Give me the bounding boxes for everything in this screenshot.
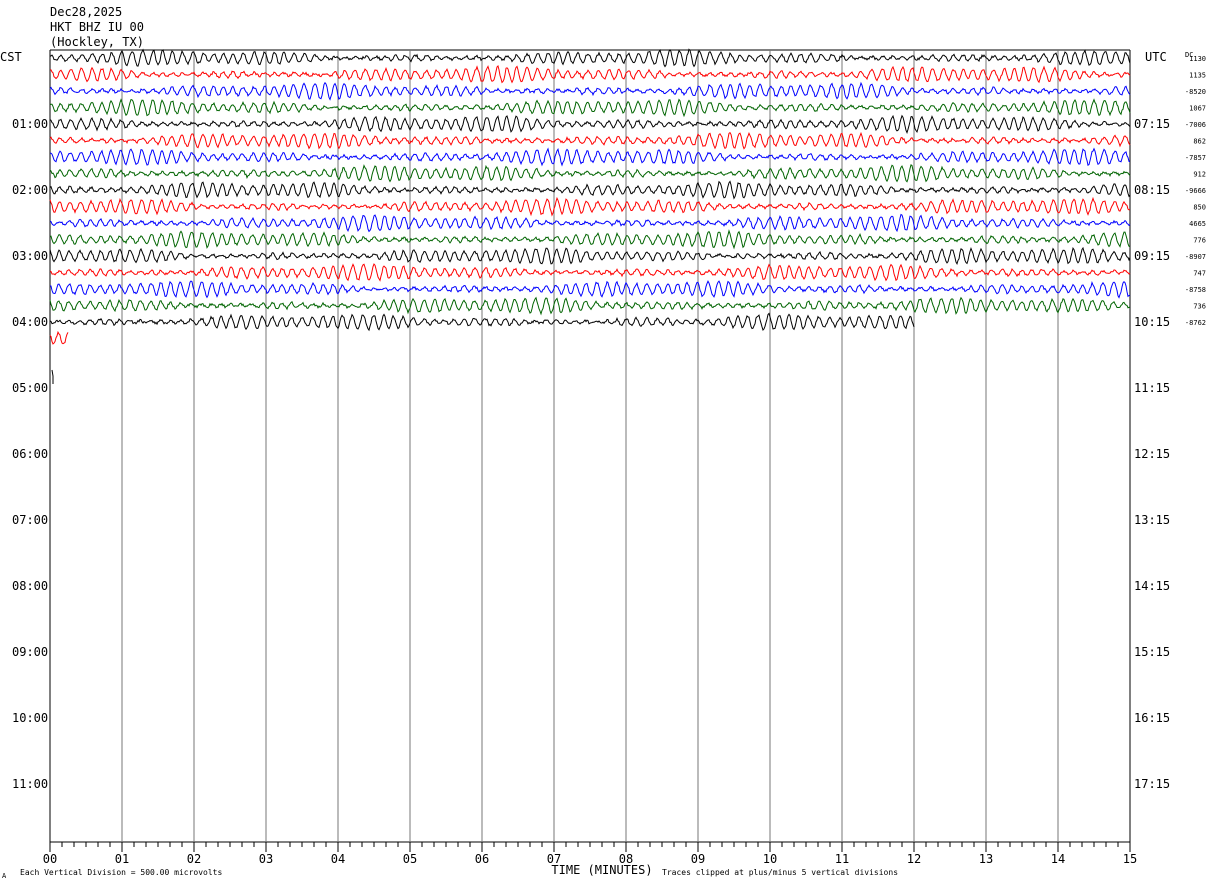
cst-hour-label: 02:00 xyxy=(12,183,48,197)
trace-row xyxy=(49,280,1131,299)
dc-offset-label: -7857 xyxy=(1185,154,1206,162)
trace-row xyxy=(49,330,69,345)
dc-offset-label: 862 xyxy=(1193,138,1206,146)
cst-hour-label: 01:00 xyxy=(12,117,48,131)
utc-hour-label: 08:15 xyxy=(1134,183,1170,197)
trace-row xyxy=(49,246,1131,266)
dc-offset-label: -8758 xyxy=(1185,286,1206,294)
dc-offset-label: 1130 xyxy=(1189,55,1206,63)
utc-hour-label: 11:15 xyxy=(1134,381,1170,395)
dc-offset-label: -8907 xyxy=(1185,253,1206,261)
cst-hour-label: 07:00 xyxy=(12,513,48,527)
trace-row xyxy=(49,164,1131,183)
trace-row xyxy=(49,196,1131,217)
x-tick-label: 14 xyxy=(1051,852,1065,866)
x-tick-label: 01 xyxy=(115,852,129,866)
x-axis-title: TIME (MINUTES) xyxy=(551,863,652,877)
seismogram-traces xyxy=(49,48,1131,384)
dc-column-label: DC xyxy=(1185,51,1193,59)
utc-hour-label: 17:15 xyxy=(1134,777,1170,791)
x-tick-label: 05 xyxy=(403,852,417,866)
trace-row xyxy=(49,312,915,332)
utc-hour-label: 15:15 xyxy=(1134,645,1170,659)
x-tick-label: 13 xyxy=(979,852,993,866)
utc-hour-label: 10:15 xyxy=(1134,315,1170,329)
station-code: HKT BHZ IU 00 xyxy=(50,20,144,34)
x-tick-label: 09 xyxy=(691,852,705,866)
utc-hour-label: 13:15 xyxy=(1134,513,1170,527)
dc-offset-label: 4665 xyxy=(1189,220,1206,228)
plot-frame xyxy=(49,49,1131,843)
dc-offset-label: 776 xyxy=(1193,237,1206,245)
x-tick-label: 07 xyxy=(547,852,561,866)
utc-hour-label: 16:15 xyxy=(1134,711,1170,725)
cst-hour-label: 09:00 xyxy=(12,645,48,659)
trace-row xyxy=(49,263,1131,282)
x-tick-label: 10 xyxy=(763,852,777,866)
vertical-division-note: Each Vertical Division = 500.00 microvol… xyxy=(20,868,222,877)
dc-offset-label: -7006 xyxy=(1185,121,1206,129)
chart-date: Dec28,2025 xyxy=(50,5,122,19)
cst-hour-label: 10:00 xyxy=(12,711,48,725)
cst-hour-label: 11:00 xyxy=(12,777,48,791)
trace-fragment xyxy=(51,369,54,384)
dc-offset-label: 736 xyxy=(1193,303,1206,311)
utc-hour-label: 07:15 xyxy=(1134,117,1170,131)
trace-row xyxy=(49,98,1131,118)
trace-row xyxy=(50,65,1131,84)
trace-row xyxy=(49,81,1131,101)
utc-hour-label: 12:15 xyxy=(1134,447,1170,461)
dc-offset-label: -8762 xyxy=(1185,319,1206,327)
x-tick-label: 08 xyxy=(619,852,633,866)
dc-offset-label: -9666 xyxy=(1185,187,1206,195)
station-location: (Hockley, TX) xyxy=(50,35,144,49)
cst-hour-label: 03:00 xyxy=(12,249,48,263)
time-axis-ticks xyxy=(49,842,1131,852)
dc-offset-label: 1067 xyxy=(1189,105,1206,113)
dc-offset-label: 850 xyxy=(1193,204,1206,212)
trace-row xyxy=(49,48,1131,68)
trace-row xyxy=(49,213,1131,233)
dc-offset-label: -8520 xyxy=(1185,88,1206,96)
utc-hour-label: 14:15 xyxy=(1134,579,1170,593)
cst-hour-label: 04:00 xyxy=(12,315,48,329)
left-timezone-label: CST xyxy=(0,50,22,64)
dc-offset-label: 1135 xyxy=(1189,72,1206,80)
x-tick-label: 15 xyxy=(1123,852,1137,866)
trace-row xyxy=(49,131,1131,150)
corner-mark: A xyxy=(2,872,7,880)
x-tick-label: 06 xyxy=(475,852,489,866)
cst-hour-label: 05:00 xyxy=(12,381,48,395)
cst-hour-label: 06:00 xyxy=(12,447,48,461)
x-tick-label: 00 xyxy=(43,852,57,866)
trace-row xyxy=(49,229,1131,250)
trace-row xyxy=(49,296,1131,316)
trace-row xyxy=(49,180,1131,200)
trace-row xyxy=(49,147,1131,167)
x-tick-label: 02 xyxy=(187,852,201,866)
x-tick-label: 11 xyxy=(835,852,849,866)
x-tick-label: 12 xyxy=(907,852,921,866)
dc-offset-label: 912 xyxy=(1193,171,1206,179)
cst-hour-label: 08:00 xyxy=(12,579,48,593)
right-timezone-label: UTC xyxy=(1145,50,1167,64)
utc-hour-label: 09:15 xyxy=(1134,249,1170,263)
x-tick-label: 04 xyxy=(331,852,345,866)
trace-row xyxy=(49,114,1131,135)
clipping-note: Traces clipped at plus/minus 5 vertical … xyxy=(662,868,898,877)
dc-offset-label: 747 xyxy=(1193,270,1206,278)
x-tick-label: 03 xyxy=(259,852,273,866)
minute-gridlines xyxy=(121,50,1059,842)
